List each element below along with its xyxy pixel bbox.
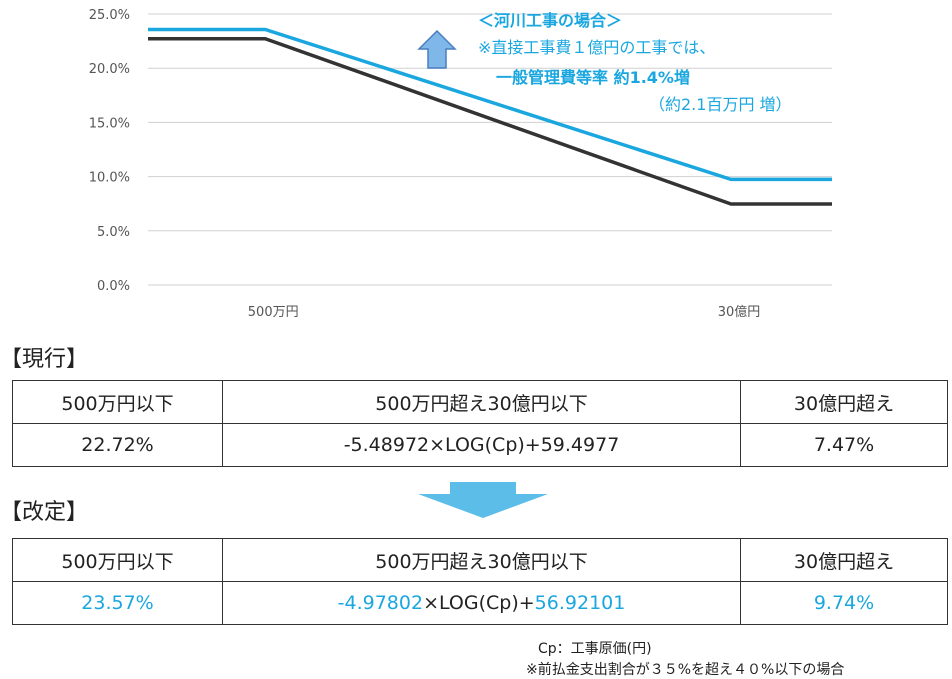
- revised-table: 500万円以下 500万円超え30億円以下 30億円超え 23.57% -4.9…: [12, 538, 948, 625]
- table-row: 22.72% -5.48972×LOG(Cp)+59.4977 7.47%: [12, 423, 948, 467]
- y-tick-label: 25.0%: [89, 8, 130, 23]
- value-cell: 9.74%: [740, 581, 948, 625]
- header-cell: 500万円超え30億円以下: [222, 380, 741, 424]
- header-cell: 500万円超え30億円以下: [222, 538, 741, 582]
- rate-chart: 25.0% 20.0% 15.0% 10.0% 5.0% 0.0% 500万円 30億円 ＜…: [89, 8, 832, 320]
- header-cell: 500万円以下: [12, 380, 223, 424]
- table-row: 500万円以下 500万円超え30億円以下 30億円超え: [12, 380, 948, 424]
- y-tick-label: 15.0%: [89, 116, 130, 131]
- callout-line3: （約2.1百万円 増）: [649, 95, 792, 114]
- y-axis-ticks: 25.0% 20.0% 15.0% 10.0% 5.0% 0.0%: [89, 8, 130, 294]
- current-label: 【現行】: [0, 347, 89, 372]
- y-tick-label: 20.0%: [89, 62, 130, 77]
- condition-note: ※前払金支出割合が３５%を超え４０%以下の場合: [526, 662, 845, 678]
- formula-cell: -5.48972×LOG(Cp)+59.4977: [222, 423, 741, 467]
- y-tick-label: 0.0%: [97, 279, 130, 294]
- series-line: [148, 36, 832, 206]
- header-cell: 500万円以下: [12, 538, 223, 582]
- header-cell: 30億円超え: [740, 538, 948, 582]
- formula-cell: -4.97802×LOG(Cp)+56.92101: [222, 581, 741, 625]
- header-cell: 30億円超え: [740, 380, 948, 424]
- y-tick-label: 10.0%: [89, 171, 130, 186]
- series-line: [148, 27, 832, 182]
- revised-label: 【改定】: [0, 500, 89, 525]
- table-row: 500万円以下 500万円超え30億円以下 30億円超え: [12, 538, 948, 582]
- x-tick-label: 30億円: [718, 304, 761, 320]
- callout-title: ＜河川工事の場合＞: [478, 11, 622, 30]
- callout-line2: 一般管理費等率 約1.4%増: [496, 68, 690, 87]
- callout-line1: ※直接工事費１億円の工事では、: [478, 38, 715, 57]
- formula-log: ×LOG(Cp)+: [423, 592, 535, 614]
- x-tick-label: 500万円: [248, 305, 299, 320]
- up-arrow-icon: [417, 29, 457, 69]
- table-row: 23.57% -4.97802×LOG(Cp)+56.92101 9.74%: [12, 581, 948, 625]
- chart-series: [148, 27, 832, 206]
- value-cell: 7.47%: [740, 423, 948, 467]
- value-cell: 22.72%: [12, 423, 223, 467]
- cp-note: Cp：工事原価(円): [538, 641, 652, 657]
- y-tick-label: 5.0%: [97, 225, 130, 240]
- down-arrow-icon: [418, 482, 548, 518]
- chart-grid: [148, 13, 832, 286]
- formula-coef: -4.97802: [337, 592, 424, 614]
- current-table: 500万円以下 500万円超え30億円以下 30億円超え 22.72% -5.4…: [12, 380, 948, 467]
- x-axis-ticks: 500万円 30億円: [248, 304, 761, 320]
- formula-const: 56.92101: [534, 592, 626, 614]
- value-cell: 23.57%: [12, 581, 223, 625]
